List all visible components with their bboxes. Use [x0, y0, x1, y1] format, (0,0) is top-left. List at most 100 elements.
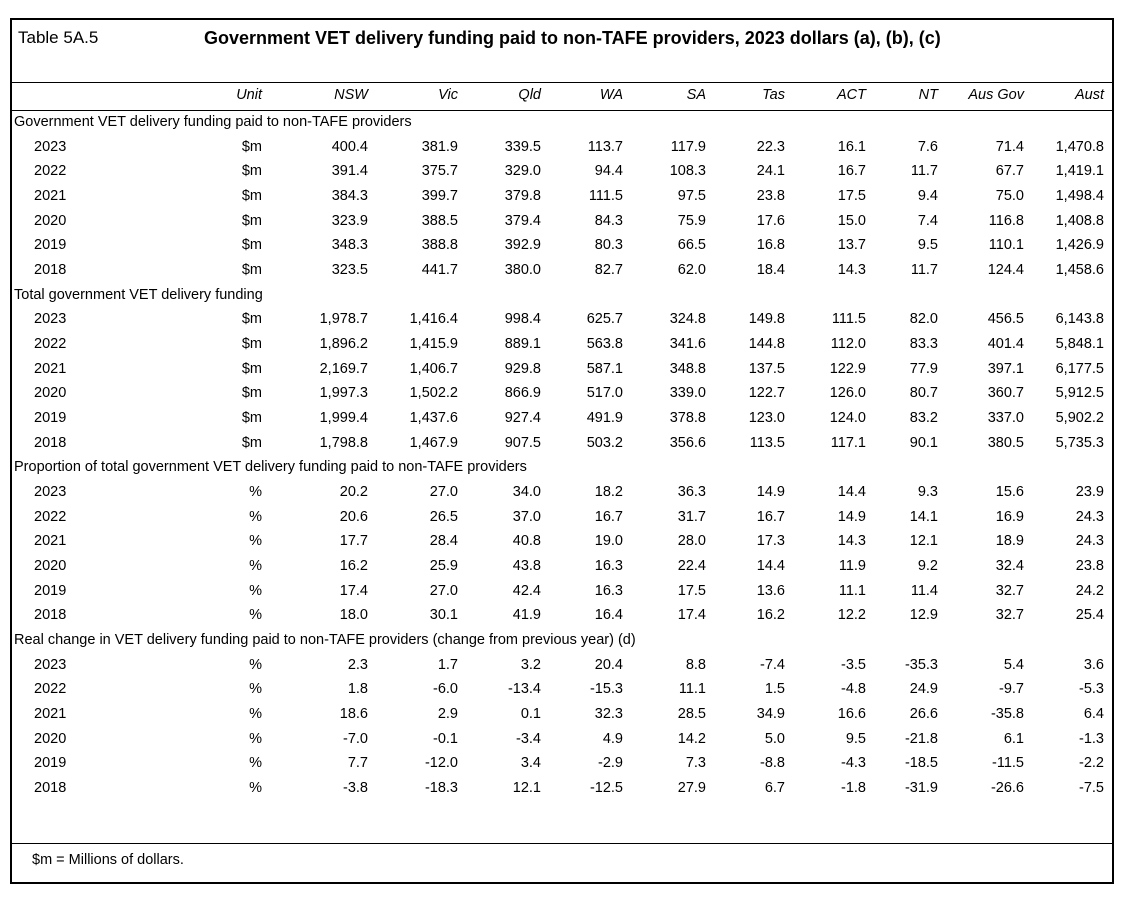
value-cell-qld: 889.1 [504, 336, 541, 353]
value-cell-sa: 117.9 [670, 138, 706, 155]
value-cell-qld: 3.2 [520, 656, 541, 673]
value-cell-vic: 2.9 [437, 706, 458, 723]
table-row: 2021 $m 384.3 399.7 379.8 111.5 97.5 23.8 17.5 9.… [12, 185, 1112, 209]
value-cell-tas: 13.6 [756, 582, 785, 599]
table-row: 2023% 2.3 1.7 3.2 20.4 8.8 -7.4 -3.5 -35.3 5.4 3.6 [12, 654, 1112, 678]
header-qld: Qld [518, 87, 541, 103]
value-cell-aust: 24.3 [1075, 508, 1104, 525]
footnote: $m = Millions of dollars. [32, 852, 184, 868]
value-cell-act: -4.8 [841, 681, 866, 698]
value-cell-wa: -2.9 [598, 755, 623, 772]
value-cell-sa: 341.6 [669, 336, 706, 353]
table-row: 2019% 17.4 27.0 42.4 16.3 17.5 13.6 11.1 11.4 32.… [12, 580, 1112, 604]
value-cell-act: -3.5 [841, 656, 866, 673]
unit-cell: $m [241, 385, 262, 402]
value-cell-act: 16.6 [837, 706, 866, 723]
year-cell: 2019 [34, 582, 67, 599]
value-cell-tas: 34.9 [756, 706, 785, 723]
value-cell-sa: 28.5 [677, 706, 706, 723]
value-cell-nt: 7.4 [917, 212, 938, 229]
value-cell-aust: 1,426.9 [1055, 237, 1104, 254]
year-cell: 2022 [34, 163, 67, 180]
header-row: Unit NSW Vic Qld WA SA Tas ACT NT Aus Go… [12, 85, 1112, 109]
value-cell-wa: 625.7 [586, 311, 623, 328]
unit-cell: $m [241, 212, 262, 229]
value-cell-act: -4.3 [841, 755, 866, 772]
value-cell-wa: -12.5 [589, 780, 623, 797]
value-cell-vic: 388.8 [421, 237, 458, 254]
value-cell-vic: -0.1 [433, 730, 458, 747]
unit-cell: $m [241, 434, 262, 451]
value-cell-nsw: 2.3 [347, 656, 368, 673]
value-cell-vic: 26.5 [429, 508, 458, 525]
value-cell-nt: 9.4 [917, 188, 938, 204]
value-cell-wa: 587.1 [586, 360, 623, 377]
value-cell-aust: 24.2 [1075, 582, 1104, 599]
value-cell-nt: 9.3 [917, 484, 938, 501]
value-cell-vic: -12.0 [424, 755, 458, 772]
value-cell-act: 112.0 [830, 336, 866, 353]
value-cell-vic: 1,502.2 [409, 385, 458, 402]
value-cell-aus-gov: 337.0 [987, 410, 1024, 427]
value-cell-nsw: 16.2 [339, 558, 368, 575]
section-header-row: Government VET delivery funding paid to … [12, 111, 1112, 135]
year-cell: 2023 [34, 311, 67, 328]
value-cell-qld: 41.9 [512, 607, 541, 624]
year-cell: 2021 [34, 706, 67, 723]
year-cell: 2020 [34, 558, 67, 575]
unit-cell: % [249, 484, 262, 501]
value-cell-act: 126.0 [829, 385, 866, 402]
value-cell-nsw: 18.0 [339, 607, 368, 624]
value-cell-tas: 14.9 [756, 484, 785, 501]
value-cell-qld: 929.8 [504, 360, 541, 377]
value-cell-aust: -1.3 [1079, 730, 1104, 747]
value-cell-wa: 32.3 [594, 706, 623, 723]
bottom-rule [12, 843, 1112, 844]
value-cell-aust: 5,848.1 [1055, 336, 1104, 353]
value-cell-sa: 324.8 [669, 311, 706, 328]
value-cell-vic: 28.4 [429, 533, 458, 550]
year-cell: 2020 [34, 212, 67, 229]
year-cell: 2018 [34, 262, 67, 279]
table-row: 2019 $m 348.3 388.8 392.9 80.3 66.5 16.8 13.7 9.5… [12, 234, 1112, 258]
value-cell-vic: 27.0 [429, 582, 458, 599]
year-cell: 2020 [34, 730, 67, 747]
value-cell-vic: 375.7 [421, 163, 458, 180]
value-cell-nt: 11.7 [910, 163, 938, 180]
value-cell-aus-gov: 401.4 [987, 336, 1024, 353]
header-act: ACT [837, 87, 866, 103]
value-cell-vic: 1,406.7 [409, 360, 458, 377]
value-cell-qld: 380.0 [504, 262, 541, 279]
value-cell-aus-gov: 5.4 [1003, 656, 1024, 673]
value-cell-tas: 16.2 [756, 607, 785, 624]
value-cell-aus-gov: 110.1 [988, 237, 1024, 254]
table-row: 2023 $m 1,978.7 1,416.4 998.4 625.7 324.8 149.8… [12, 308, 1112, 332]
unit-cell: % [249, 508, 262, 525]
value-cell-sa: 356.6 [669, 434, 706, 451]
section-title: Real change in VET delivery funding paid… [14, 632, 636, 649]
value-cell-tas: 16.7 [756, 508, 785, 525]
value-cell-sa: 378.8 [669, 410, 706, 427]
value-cell-sa: 11.1 [678, 681, 706, 698]
year-cell: 2022 [34, 508, 67, 525]
value-cell-sa: 75.9 [677, 212, 706, 229]
unit-cell: % [249, 582, 262, 599]
table-row: 2020% -7.0 -0.1 -3.4 4.9 14.2 5.0 9.5 -21.8 6.1 -1… [12, 728, 1112, 752]
value-cell-aus-gov: 71.4 [995, 138, 1024, 155]
value-cell-wa: 111.5 [588, 188, 623, 204]
table-row: 2018 $m 1,798.8 1,467.9 907.5 503.2 356.6 113.5… [12, 432, 1112, 456]
value-cell-aust: -7.5 [1079, 780, 1104, 797]
value-cell-nsw: 18.6 [339, 706, 368, 723]
section-title: Government VET delivery funding paid to … [14, 114, 412, 130]
value-cell-tas: 23.8 [756, 188, 785, 204]
value-cell-nsw: 1.8 [347, 681, 368, 698]
value-cell-sa: 36.3 [677, 484, 706, 501]
value-cell-tas: -7.4 [760, 656, 785, 673]
unit-cell: % [249, 656, 262, 673]
value-cell-tas: 1.5 [764, 681, 785, 698]
year-cell: 2019 [34, 410, 67, 427]
value-cell-wa: 491.9 [586, 410, 623, 427]
value-cell-aus-gov: -11.5 [992, 755, 1024, 772]
value-cell-qld: 907.5 [504, 434, 541, 451]
unit-cell: % [249, 730, 262, 747]
